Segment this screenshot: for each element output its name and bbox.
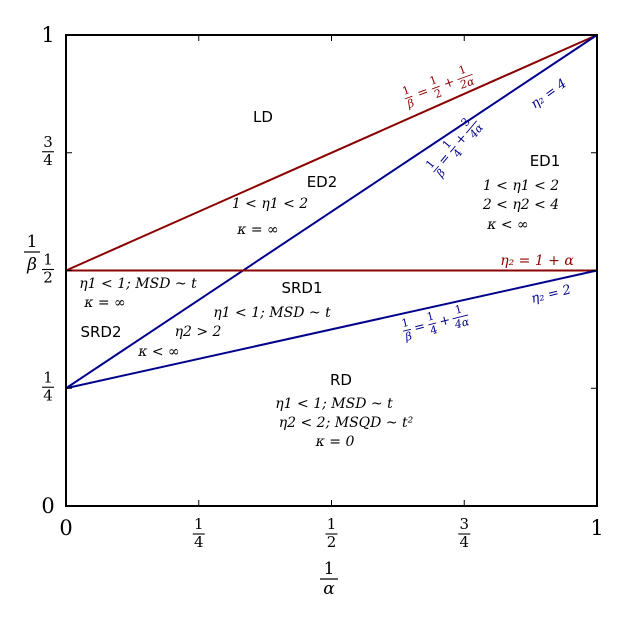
series-line-1 [65, 34, 598, 272]
x-tick-label-3: 34 [458, 515, 471, 551]
svg-text:1: 1 [327, 515, 337, 533]
svg-text:2: 2 [433, 86, 444, 101]
svg-text:1: 1 [43, 251, 53, 269]
svg-text:SRD1: SRD1 [281, 279, 322, 297]
y-tick-label-2: 12 [42, 251, 54, 287]
svg-text:1: 1 [401, 83, 412, 98]
svg-text:2: 2 [327, 533, 337, 551]
x-tick-label-2: 12 [325, 515, 338, 551]
svg-text:1 < η1 < 2: 1 < η1 < 2 [232, 196, 308, 212]
svg-text:2α: 2α [457, 74, 476, 92]
svg-text:+: + [438, 313, 452, 330]
svg-text:1 < η1 < 2: 1 < η1 < 2 [483, 178, 559, 194]
svg-text:4: 4 [459, 533, 469, 551]
svg-text:1: 1 [194, 515, 204, 533]
region-ed2: ED2 1 < η1 < 2 κ = ∞ [232, 173, 337, 238]
svg-text:1: 1 [400, 316, 410, 330]
line-label-red-eta2: η₂ = 1 + α [500, 253, 574, 269]
svg-text:α: α [323, 579, 335, 599]
svg-text:η2 < 2; MSQD ~ t²: η2 < 2; MSQD ~ t² [279, 415, 414, 431]
y-tick-label-4: 1 [41, 23, 54, 47]
svg-text:η1 < 1; MSD ~ t: η1 < 1; MSD ~ t [275, 396, 393, 412]
svg-text:η₂ = 1 + α: η₂ = 1 + α [500, 253, 574, 269]
svg-text:1: 1 [324, 559, 335, 579]
svg-text:0: 0 [59, 516, 72, 540]
svg-text:β: β [26, 255, 37, 275]
svg-text:4: 4 [43, 151, 53, 169]
svg-text:κ = ∞: κ = ∞ [236, 222, 278, 238]
region-ed1: ED1 1 < η1 < 2 2 < η2 < 4 κ < ∞ [482, 152, 560, 233]
svg-text:η1 < 1; MSD ~ t: η1 < 1; MSD ~ t [213, 305, 331, 321]
series-line-4 [65, 269, 598, 390]
svg-text:RD: RD [330, 371, 352, 389]
svg-text:SRD2: SRD2 [80, 323, 121, 341]
svg-text:β: β [403, 329, 413, 343]
svg-text:=: = [413, 319, 427, 336]
svg-text:1: 1 [41, 23, 54, 47]
svg-text:1: 1 [590, 516, 603, 540]
svg-text:2 < η2 < 4: 2 < η2 < 4 [482, 197, 559, 213]
line-label-red-diagonal: 1 β = 1 2 + 1 2α [401, 63, 477, 112]
region-srd2: η1 < 1; MSD ~ t κ = ∞ SRD2 [79, 276, 197, 341]
series-line-2 [65, 34, 598, 390]
x-axis-label: 1 α [320, 559, 338, 599]
y-tick-label-0: 0 [41, 494, 54, 518]
svg-text:1: 1 [454, 302, 464, 316]
svg-text:κ < ∞: κ < ∞ [486, 217, 528, 233]
region-rd: RD η1 < 1; MSD ~ t η2 < 2; MSQD ~ t² κ =… [275, 371, 413, 450]
svg-text:=: = [415, 84, 430, 102]
svg-text:1: 1 [457, 63, 468, 78]
svg-text:1: 1 [27, 232, 38, 252]
svg-text:κ = ∞: κ = ∞ [83, 295, 125, 311]
svg-text:1: 1 [425, 310, 435, 324]
svg-text:ED1: ED1 [530, 152, 561, 170]
svg-text:3: 3 [43, 133, 53, 151]
svg-text:η1 < 1; MSD ~ t: η1 < 1; MSD ~ t [79, 276, 197, 292]
svg-text:4: 4 [194, 533, 204, 551]
series-layer [65, 34, 598, 390]
y-tick-label-3: 34 [42, 133, 54, 169]
svg-text:η2 > 2: η2 > 2 [175, 324, 222, 340]
svg-text:κ = 0: κ = 0 [315, 434, 355, 450]
svg-text:4: 4 [429, 323, 439, 337]
svg-text:4α: 4α [452, 315, 471, 331]
y-tick-label-1: 14 [42, 368, 54, 404]
region-ld: LD [253, 108, 273, 126]
tick-layer [65, 34, 598, 507]
x-tick-label-4: 1 [590, 516, 603, 540]
y-axis-label: 1 β [24, 232, 40, 275]
region-between-lines: η2 > 2 κ < ∞ [137, 324, 221, 360]
x-tick-label-1: 14 [192, 515, 205, 551]
svg-text:κ < ∞: κ < ∞ [137, 344, 179, 360]
svg-text:0: 0 [41, 494, 54, 518]
region-srd1: SRD1 η1 < 1; MSD ~ t [213, 279, 331, 321]
svg-text:β: β [405, 96, 416, 111]
svg-text:1: 1 [428, 73, 439, 88]
line-label-blue-lower: 1 β = 1 4 + 1 4α [400, 302, 471, 343]
svg-text:4: 4 [43, 386, 53, 404]
svg-text:LD: LD [253, 108, 273, 126]
x-tick-label-0: 0 [59, 516, 72, 540]
svg-text:2: 2 [43, 269, 53, 287]
svg-text:3: 3 [459, 515, 469, 533]
svg-text:+: + [442, 74, 457, 92]
svg-text:1: 1 [43, 368, 53, 386]
svg-text:ED2: ED2 [307, 173, 338, 191]
